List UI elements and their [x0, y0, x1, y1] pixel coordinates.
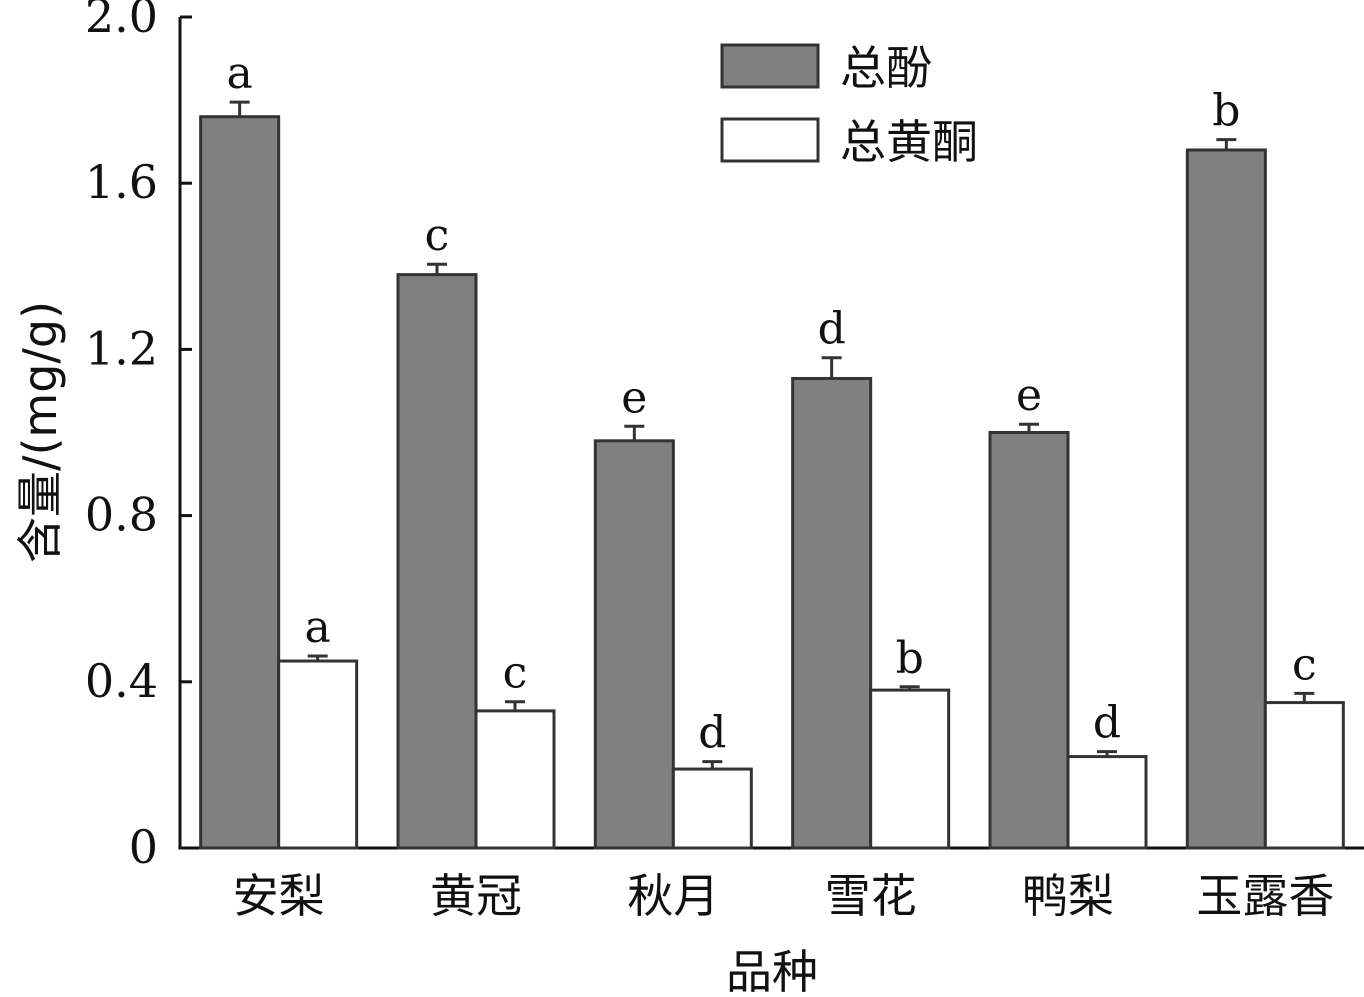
significance-label: e — [1016, 370, 1042, 421]
bar-total-phenol — [593, 439, 675, 850]
bar-total-flavonoid — [1066, 755, 1148, 850]
x-category-label: 安梨 — [233, 869, 325, 923]
y-ticks: 0 0.4 0.8 1.2 1.6 2.0 — [85, 0, 192, 874]
legend-label-total-flavonoid: 总黄酮 — [840, 115, 978, 169]
y-axis-title: 含量/(mg/g) — [13, 301, 67, 563]
y-tick-label: 2.0 — [85, 0, 158, 43]
bar-total-flavonoid — [869, 688, 951, 850]
bar-total-phenol — [791, 376, 873, 850]
x-category-label: 雪花 — [825, 869, 917, 923]
significance-label: c — [503, 648, 528, 699]
significance-label: a — [227, 48, 253, 99]
x-axis-title: 品种 — [726, 945, 818, 997]
x-category-label: 黄冠 — [430, 869, 522, 923]
bar-total-flavonoid — [277, 659, 359, 850]
y-tick-label: 1.2 — [85, 321, 158, 375]
legend-swatch-total-flavonoid — [720, 117, 820, 163]
significance-label: c — [425, 210, 450, 261]
legend-label-total-phenol: 总酚 — [840, 41, 932, 95]
bar-total-phenol — [1185, 148, 1267, 850]
y-tick-label: 1.6 — [85, 155, 158, 209]
significance-label: d — [1093, 698, 1121, 749]
y-tick-label: 0.8 — [85, 488, 158, 542]
significance-label: e — [621, 372, 647, 423]
bars: a a c c e d d b e d b c — [199, 48, 1345, 850]
bar-total-phenol — [199, 115, 281, 850]
significance-label: a — [305, 602, 331, 653]
legend: 总酚 总黄酮 — [720, 41, 978, 169]
x-category-label: 鸭梨 — [1022, 869, 1114, 923]
axes — [178, 17, 1364, 850]
y-tick-label: 0 — [129, 820, 158, 874]
bar-total-phenol — [988, 431, 1070, 850]
y-tick-label: 0.4 — [85, 654, 158, 708]
significance-label: b — [1212, 86, 1240, 137]
significance-label: d — [698, 708, 726, 759]
x-category-label: 秋月 — [627, 869, 719, 923]
legend-swatch-total-phenol — [720, 43, 820, 89]
significance-label: d — [818, 304, 846, 355]
significance-label: c — [1292, 639, 1317, 690]
significance-label: b — [896, 633, 924, 684]
x-labels: 安梨 黄冠 秋月 雪花 鸭梨 玉露香 — [233, 869, 1335, 923]
x-category-label: 玉露香 — [1196, 869, 1334, 923]
bar-total-flavonoid — [1263, 701, 1345, 850]
bar-total-phenol — [396, 273, 478, 850]
bar-total-flavonoid — [671, 767, 753, 850]
bar-total-flavonoid — [474, 709, 556, 850]
